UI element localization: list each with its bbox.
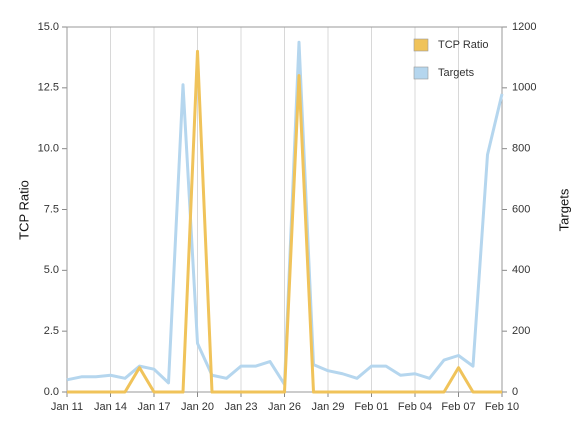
y2-tick-label: 1000	[512, 82, 536, 94]
x-tick-label: Jan 26	[268, 401, 301, 413]
y-tick-label: 15.0	[38, 21, 59, 33]
legend-label: TCP Ratio	[438, 39, 489, 51]
y-tick-label: 7.5	[44, 203, 59, 215]
x-tick-label: Feb 04	[398, 401, 432, 413]
y2-tick-label: 800	[512, 143, 530, 155]
x-tick-label: Jan 23	[224, 401, 257, 413]
legend-swatch	[413, 66, 429, 80]
legend-label: Targets	[438, 67, 475, 79]
series-line	[67, 49, 502, 394]
x-tick-label: Jan 20	[181, 401, 214, 413]
y-tick-label: 10.0	[38, 143, 59, 155]
y-tick-label: 12.5	[38, 82, 59, 94]
x-tick-label: Feb 01	[354, 401, 388, 413]
x-tick-label: Jan 11	[51, 401, 83, 413]
y2-tick-label: 200	[512, 325, 530, 337]
y2-tick-label: 1200	[512, 21, 536, 33]
x-tick-label: Feb 07	[441, 401, 475, 413]
x-tick-label: Jan 29	[311, 401, 344, 413]
y-tick-label: 2.5	[44, 325, 59, 337]
y-axis-title: TCP Ratio	[16, 180, 31, 240]
y2-tick-label: 400	[512, 264, 530, 276]
legend-swatch	[413, 38, 429, 52]
y2-tick-label: 0	[512, 386, 518, 398]
x-tick-label: Jan 17	[137, 401, 170, 413]
y-tick-label: 0.0	[44, 386, 59, 398]
y2-axis-title: Targets	[556, 188, 571, 231]
y-tick-label: 5.0	[44, 264, 59, 276]
x-tick-label: Jan 14	[94, 401, 127, 413]
x-tick-label: Feb 10	[485, 401, 519, 413]
y2-tick-label: 600	[512, 203, 530, 215]
